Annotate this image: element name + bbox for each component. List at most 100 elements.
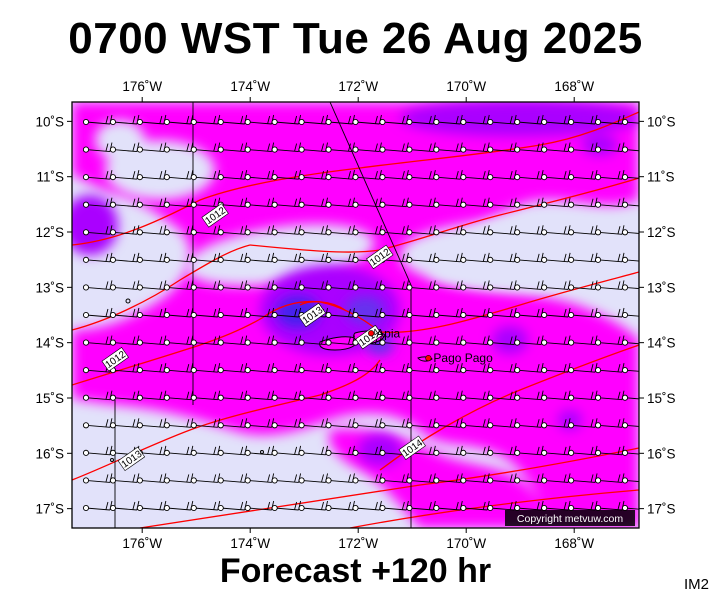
lat-label-right: 17˚S: [647, 502, 676, 517]
wind-barb: [136, 142, 167, 153]
wind-barb: [487, 142, 517, 153]
wind-barb: [82, 390, 113, 401]
wind-barb: [406, 363, 436, 374]
wind-barb: [460, 114, 490, 126]
wind-barb: [244, 307, 275, 319]
rain-core-east: [492, 326, 528, 354]
wind-barb: [82, 252, 113, 263]
wind-barb: [217, 473, 248, 484]
wind-barb: [621, 367, 639, 374]
wind-barb: [487, 307, 517, 319]
wind-barb: [244, 225, 275, 236]
wind-barb: [433, 142, 463, 153]
wind-barb: [541, 335, 571, 346]
wind-barb: [325, 225, 355, 236]
wind-barb: [244, 197, 275, 208]
wind-barb: [379, 335, 409, 346]
lon-label-bottom: 168˚W: [554, 536, 594, 551]
wind-barb: [190, 197, 221, 208]
wind-barb: [82, 142, 113, 153]
wind-barb: [271, 114, 302, 126]
wind-barb: [621, 284, 639, 291]
wind-barb: [621, 504, 639, 512]
wind-barb: [352, 197, 382, 208]
wind-barb: [325, 170, 355, 181]
wind-barb: [595, 142, 625, 153]
product-code: IM2: [683, 576, 709, 593]
wind-barb: [136, 307, 167, 319]
wind-barb: [487, 418, 517, 429]
wind-barb: [487, 390, 517, 401]
wind-barb: [190, 363, 221, 374]
wind-barb: [433, 225, 463, 236]
wind-barb: [163, 335, 194, 346]
wind-barb: [487, 252, 517, 263]
wind-barb: [621, 256, 639, 263]
wind-barb: [568, 225, 598, 236]
wind-barb: [514, 418, 544, 429]
wind-barb: [460, 280, 490, 291]
wind-barb: [190, 390, 221, 401]
wind-barb: [541, 500, 571, 512]
wind-barb: [244, 473, 275, 484]
wind-barb: [487, 114, 517, 126]
wind-barb: [352, 363, 382, 374]
wind-barb: [406, 142, 436, 153]
wind-barb: [109, 307, 140, 319]
wind-barb: [460, 500, 490, 512]
wind-barb: [244, 363, 275, 374]
wind-barb: [595, 197, 625, 208]
wind-barb: [163, 418, 194, 429]
wind-barb: [568, 418, 598, 429]
lat-label-left: 15˚S: [35, 391, 64, 406]
wind-barb: [190, 114, 221, 126]
wind-barb: [568, 473, 598, 484]
wind-barbs: [82, 114, 639, 512]
wind-barb: [325, 500, 355, 512]
wind-barb: [136, 197, 167, 208]
wind-barb: [163, 197, 194, 208]
wind-barb: [568, 500, 598, 512]
lat-label-right: 11˚S: [647, 170, 675, 185]
wind-barb: [271, 197, 302, 208]
wind-barb: [460, 307, 490, 319]
lat-label-right: 12˚S: [647, 225, 676, 240]
wind-barb: [460, 252, 490, 263]
wind-barb: [379, 390, 409, 401]
wind-barb: [433, 307, 463, 319]
wind-barb: [433, 252, 463, 263]
wind-barb: [595, 418, 625, 429]
wind-barb: [487, 363, 517, 374]
wind-barb: [621, 449, 639, 456]
wind-barb: [163, 500, 194, 512]
wind-barb: [352, 500, 382, 512]
rain-core-north: [400, 102, 639, 136]
wind-barb: [621, 201, 639, 208]
wind-barb: [163, 170, 194, 181]
wind-barb: [514, 252, 544, 263]
wind-barb: [352, 225, 382, 236]
wind-barb: [244, 390, 275, 401]
copyright-text: Copyright metvuw.com: [517, 513, 623, 525]
lat-label-left: 11˚S: [36, 170, 64, 185]
wind-barb: [136, 363, 167, 374]
lat-label-right: 13˚S: [647, 280, 676, 295]
place-marker: Pago Pago: [425, 351, 493, 365]
wind-barb: [163, 473, 194, 484]
wind-barb: [190, 418, 221, 429]
wind-barb: [514, 142, 544, 153]
wind-barb: [621, 146, 639, 153]
wind-barb: [487, 473, 517, 484]
chart-title: 0700 WST Tue 26 Aug 2025: [68, 14, 643, 63]
wind-barb: [325, 114, 355, 126]
wind-barb: [325, 473, 355, 484]
lon-label-top: 174˚W: [230, 79, 270, 94]
lat-label-left: 14˚S: [35, 336, 64, 351]
lat-label-right: 14˚S: [647, 336, 676, 351]
wind-barb: [541, 142, 571, 153]
wind-barb: [621, 229, 639, 236]
wind-barb: [352, 280, 382, 291]
lat-label-right: 15˚S: [647, 391, 676, 406]
wind-barb: [271, 307, 302, 319]
wind-barb: [514, 445, 544, 456]
